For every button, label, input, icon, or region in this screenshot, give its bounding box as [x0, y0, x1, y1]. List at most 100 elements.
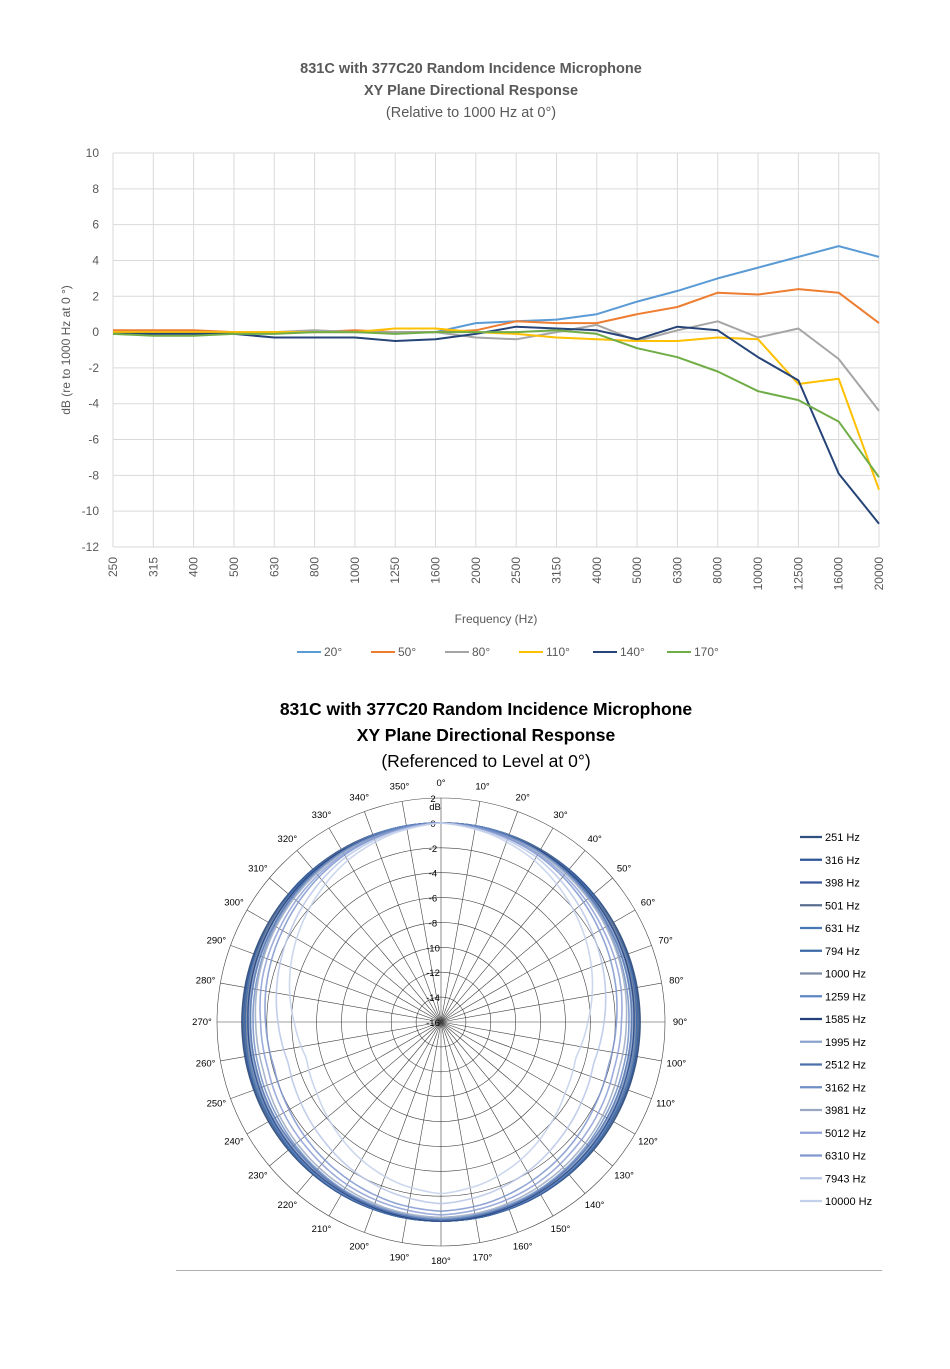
polar-legend-label: 251 Hz — [825, 832, 860, 844]
bottom-rule — [176, 1270, 882, 1271]
radial-tick-label: -4 — [429, 869, 437, 880]
angle-label: 200° — [349, 1242, 369, 1253]
angle-label: 100° — [667, 1059, 687, 1070]
polar-series-15 — [275, 822, 607, 1205]
angle-label: 50° — [617, 863, 632, 874]
angle-label: 270° — [192, 1017, 212, 1028]
angle-label: 290° — [207, 935, 227, 946]
angle-label: 80° — [669, 975, 684, 986]
line-chart-svg: 831C with 377C20 Random Incidence Microp… — [59, 61, 886, 659]
polar-title: 831C with 377C20 Random Incidence Microp… — [280, 699, 693, 719]
series-line-1 — [113, 288, 880, 334]
angle-label: 230° — [248, 1171, 268, 1182]
angle-label: 0° — [436, 778, 445, 789]
polar-chart-svg: 831C with 377C20 Random Incidence Microp… — [192, 699, 872, 1267]
x-tick-label: 315 — [146, 557, 160, 577]
angle-label: 220° — [278, 1200, 298, 1211]
y-tick-label: 2 — [92, 289, 99, 303]
polar-series-13 — [259, 822, 623, 1216]
x-tick-label: 2000 — [469, 557, 483, 584]
x-tick-label: 12500 — [791, 557, 805, 591]
radial-tick-label: -14 — [426, 993, 440, 1004]
x-tick-label: 500 — [227, 557, 241, 577]
y-tick-label: 8 — [92, 182, 99, 196]
radial-unit-label: dB — [429, 802, 441, 813]
angle-label: 280° — [196, 975, 216, 986]
angular-spoke — [440, 1021, 586, 1194]
polar-series-16 — [288, 822, 594, 1195]
angle-label: 30° — [553, 810, 568, 821]
polar-series-12 — [254, 822, 628, 1219]
angular-spoke — [230, 1021, 442, 1099]
polar-directional-chart: 831C with 377C20 Random Incidence Microp… — [176, 690, 882, 1268]
legend-label: 50° — [398, 645, 416, 659]
polar-legend-label: 3981 Hz — [825, 1105, 866, 1117]
angle-label: 10° — [475, 782, 490, 793]
polar-legend-label: 1585 Hz — [825, 1014, 866, 1026]
polar-series-8 — [247, 822, 635, 1222]
angle-label: 210° — [312, 1224, 332, 1235]
angle-label: 330° — [312, 810, 332, 821]
polar-subtitle-2: (Referenced to Level at 0°) — [381, 751, 590, 771]
y-tick-label: -8 — [88, 468, 99, 482]
polar-series-14 — [264, 822, 618, 1213]
polar-legend-label: 631 Hz — [825, 923, 860, 935]
radial-tick-label: -2 — [429, 844, 437, 855]
angle-label: 160° — [513, 1242, 533, 1253]
angular-spoke — [440, 801, 481, 1023]
angle-label: 350° — [390, 782, 410, 793]
angular-spoke — [364, 1021, 442, 1233]
polar-series-11 — [252, 822, 630, 1220]
legend-label: 80° — [472, 645, 490, 659]
series-line-3 — [113, 327, 880, 491]
y-tick-label: -6 — [88, 433, 99, 447]
angular-spoke — [364, 811, 442, 1023]
y-tick-label: 4 — [92, 253, 99, 267]
legend-label: 140° — [620, 645, 645, 659]
x-axis-label: Frequency (Hz) — [455, 612, 538, 626]
angular-spoke — [440, 1021, 518, 1233]
polar-legend-label: 1259 Hz — [825, 991, 866, 1003]
x-tick-label: 2500 — [509, 557, 523, 584]
legend-label: 110° — [546, 645, 570, 659]
polar-legend-label: 2512 Hz — [825, 1060, 866, 1072]
radial-tick-label: 2 — [430, 794, 435, 805]
polar-legend-label: 398 Hz — [825, 878, 860, 890]
polar-subtitle: XY Plane Directional Response — [357, 725, 616, 745]
angular-spoke — [440, 811, 518, 1023]
y-tick-label: -10 — [82, 504, 100, 518]
series-line-4 — [113, 325, 880, 525]
legend-label: 170° — [694, 645, 719, 659]
y-tick-label: 10 — [86, 146, 100, 160]
series-line-5 — [112, 329, 880, 478]
angle-label: 70° — [658, 935, 673, 946]
polar-legend-label: 7943 Hz — [825, 1173, 866, 1185]
angular-spoke — [440, 945, 652, 1023]
angular-spoke — [296, 850, 442, 1023]
polar-legend-label: 316 Hz — [825, 855, 860, 867]
y-axis-label: dB (re to 1000 Hz at 0 °) — [59, 285, 73, 415]
polar-legend-label: 5012 Hz — [825, 1128, 866, 1140]
x-tick-label: 20000 — [872, 557, 886, 591]
x-tick-label: 3150 — [549, 557, 563, 584]
angle-label: 250° — [207, 1099, 227, 1110]
angular-spoke — [269, 1021, 442, 1167]
angular-spoke — [328, 1021, 442, 1217]
angle-label: 90° — [673, 1017, 688, 1028]
polar-legend-label: 794 Hz — [825, 946, 860, 958]
x-tick-label: 10000 — [751, 557, 765, 591]
polar-legend-label: 6310 Hz — [825, 1151, 866, 1163]
y-tick-label: -2 — [88, 361, 99, 375]
radial-tick-label: -12 — [426, 968, 440, 979]
polar-legend-label: 501 Hz — [825, 900, 860, 912]
radial-tick-label: -6 — [429, 894, 437, 905]
angular-spoke — [440, 1021, 613, 1167]
y-tick-label: -4 — [88, 397, 99, 411]
x-tick-label: 16000 — [832, 557, 846, 591]
angle-label: 320° — [278, 834, 298, 845]
angle-label: 40° — [587, 834, 602, 845]
y-tick-label: 0 — [92, 325, 99, 339]
x-tick-label: 1250 — [388, 557, 402, 584]
legend-label: 20° — [324, 645, 342, 659]
